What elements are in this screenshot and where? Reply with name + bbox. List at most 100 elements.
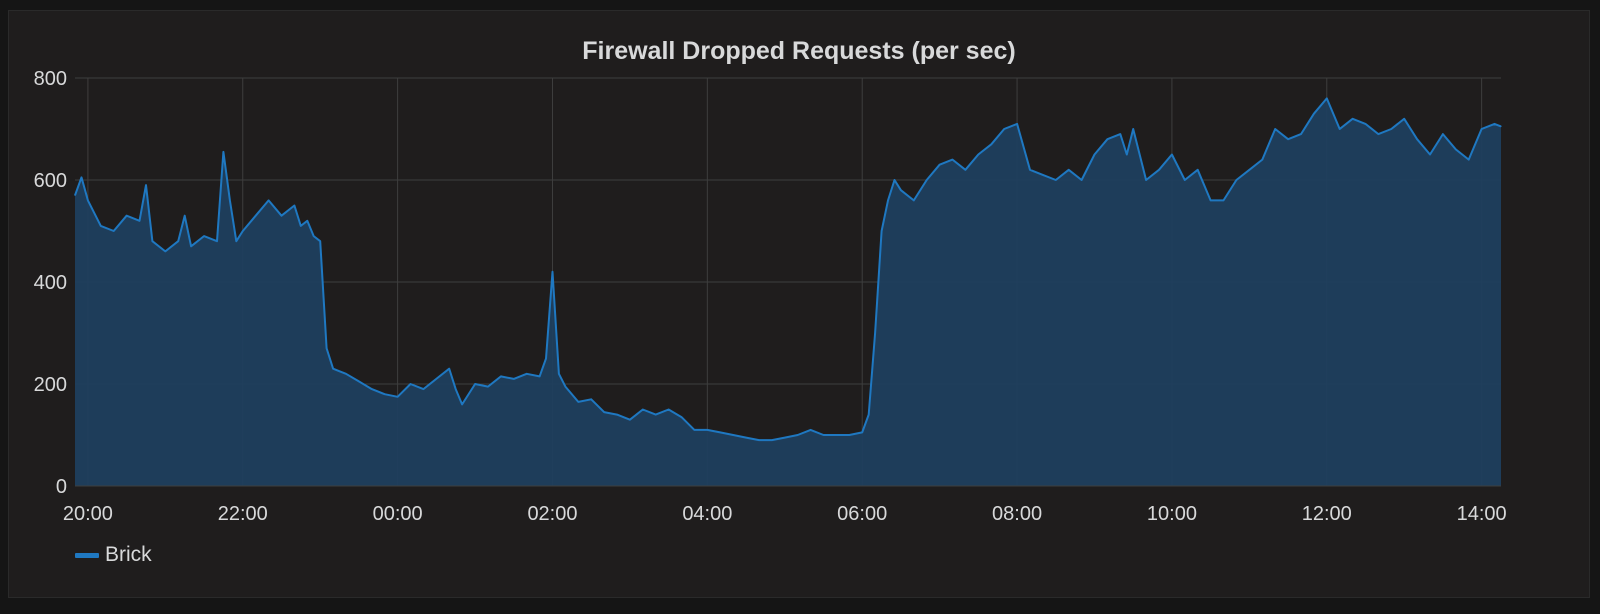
data-point [513,378,515,380]
legend-label-brick[interactable]: Brick [105,543,152,566]
data-point [500,375,502,377]
legend-swatch-brick [75,552,99,558]
data-point [655,414,657,416]
data-point [1481,128,1483,130]
data-point [358,380,360,382]
data-point [1171,153,1173,156]
data-point [861,431,863,433]
data-point [848,434,850,436]
data-point [268,199,270,201]
x-tick-label: 08:00 [992,503,1042,525]
data-point [1042,174,1044,176]
y-tick-label: 800 [34,68,67,90]
data-point [797,434,799,436]
data-point [455,388,457,390]
data-point [177,240,179,242]
data-point [190,245,192,247]
data-point [1468,159,1470,161]
data-point [448,368,450,370]
data-point [339,370,341,372]
y-tick-label: 400 [34,272,67,294]
data-point [1390,128,1392,130]
data-point [1364,123,1367,125]
data-point [1029,169,1031,171]
data-point [1210,199,1212,201]
x-tick-label: 20:00 [63,503,113,525]
data-point [145,184,147,186]
data-point [835,434,838,436]
data-point [113,230,115,232]
data-point [784,437,786,439]
data-point [900,189,902,191]
chart-panel: Firewall Dropped Requests (per sec) 0 200… [8,10,1590,598]
data-point [1300,133,1302,135]
data-point [1132,128,1134,130]
data-point [345,373,347,375]
y-tick-label: 600 [34,170,67,192]
x-tick-label: 12:00 [1302,503,1352,525]
data-point [893,179,896,181]
data-point [371,388,373,390]
data-point [558,373,560,375]
data-point [184,215,186,217]
x-tick-label: 10:00 [1147,503,1197,525]
data-point [216,240,218,242]
data-point [1352,118,1354,120]
data-point [1326,97,1328,99]
x-tick-label: 00:00 [373,503,423,525]
data-point [1248,169,1250,171]
data-point [74,194,76,196]
data-point [461,403,463,405]
data-point [1003,128,1005,130]
data-point [745,437,747,439]
data-point [319,240,321,242]
data-point [1416,138,1418,140]
data-point [1222,199,1225,201]
data-point [235,240,237,242]
data-point [1158,169,1160,171]
data-point [926,179,928,181]
data-point [1377,133,1379,135]
data-point [1119,133,1121,135]
data-point [1235,179,1237,181]
data-point [126,215,128,217]
data-point [1493,123,1496,125]
data-point [719,431,721,433]
y-tick-label: 0 [56,476,67,498]
data-point [810,429,812,431]
data-point [539,375,541,377]
data-point [964,169,967,171]
panel-title: Firewall Dropped Requests (per sec) [582,37,1016,65]
data-point [87,199,89,201]
data-point [590,398,592,400]
data-point [1500,125,1502,127]
data-point [1339,128,1341,130]
chart-plot: 0 200 400 600 800 20:00 22:00 00:00 02:00 04:00 06… [34,68,1507,525]
data-point [526,373,528,375]
data-point [229,199,231,201]
data-point [564,386,567,388]
data-point [977,153,979,156]
data-point [164,250,166,252]
data-point [1068,169,1070,171]
data-point [487,386,489,388]
x-tick-label: 02:00 [527,503,577,525]
data-point [306,220,308,222]
data-point [887,199,889,201]
data-point [255,215,257,217]
data-point [397,396,399,398]
data-point [80,176,83,178]
data-point [951,159,954,161]
data-point [545,357,547,360]
data-point [771,439,773,441]
data-point [603,411,605,413]
data-point [138,220,141,222]
x-tick-label: 14:00 [1457,503,1507,525]
data-point [551,271,554,273]
series-line-brick[interactable] [74,97,1502,442]
legend[interactable]: Brick [75,543,152,567]
data-point [313,235,315,237]
data-point [300,225,302,227]
data-point [680,416,683,418]
x-tick-label: 06:00 [837,503,887,525]
